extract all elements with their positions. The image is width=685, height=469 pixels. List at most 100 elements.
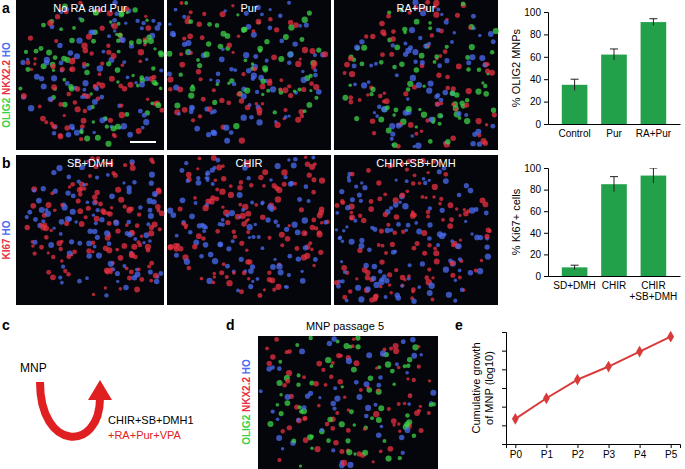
cell bbox=[316, 361, 322, 367]
cell bbox=[366, 93, 369, 96]
cell bbox=[348, 95, 353, 100]
cell bbox=[397, 366, 401, 370]
cell bbox=[52, 131, 56, 135]
cell bbox=[341, 460, 347, 466]
cell bbox=[272, 183, 277, 188]
cell bbox=[481, 81, 484, 84]
cell bbox=[485, 253, 491, 259]
cell bbox=[434, 54, 439, 59]
plot-area bbox=[512, 331, 674, 425]
cell bbox=[198, 114, 202, 118]
cell bbox=[170, 31, 176, 37]
cell bbox=[445, 139, 450, 144]
cell bbox=[478, 235, 483, 240]
cell bbox=[271, 54, 277, 60]
cell bbox=[46, 50, 52, 56]
cell bbox=[252, 67, 257, 72]
cell bbox=[178, 206, 183, 211]
cell bbox=[282, 87, 288, 93]
cell bbox=[383, 439, 387, 443]
cell bbox=[194, 201, 198, 205]
cell bbox=[336, 353, 341, 358]
tick-label: CHIR+SB+DMH bbox=[630, 280, 678, 302]
cell bbox=[196, 180, 202, 186]
cell bbox=[108, 267, 113, 272]
cell bbox=[142, 241, 145, 244]
cell bbox=[367, 80, 371, 84]
micrograph bbox=[258, 335, 438, 469]
tick-label: 0 bbox=[535, 271, 541, 282]
cell bbox=[129, 253, 134, 258]
cell bbox=[398, 200, 402, 204]
cell bbox=[361, 218, 367, 224]
cell bbox=[200, 223, 204, 227]
cell bbox=[397, 402, 401, 406]
cell bbox=[285, 379, 290, 384]
cell bbox=[212, 272, 216, 276]
tick: 0 bbox=[535, 271, 548, 282]
cell bbox=[97, 65, 103, 71]
cell bbox=[186, 172, 192, 178]
cell bbox=[436, 28, 441, 33]
cell bbox=[347, 179, 351, 183]
cell bbox=[475, 88, 481, 94]
cell bbox=[273, 220, 278, 225]
cell bbox=[369, 199, 374, 204]
cell bbox=[406, 87, 411, 92]
cell bbox=[87, 229, 92, 234]
cell bbox=[130, 162, 134, 166]
cell bbox=[285, 394, 291, 400]
cell bbox=[141, 126, 145, 130]
cell bbox=[201, 97, 206, 102]
cell bbox=[345, 438, 350, 443]
cell bbox=[404, 422, 410, 428]
cell bbox=[458, 276, 462, 280]
cell bbox=[350, 211, 354, 215]
cell bbox=[27, 210, 32, 215]
cell bbox=[281, 429, 285, 433]
tick: 40 bbox=[530, 74, 548, 85]
cell bbox=[233, 235, 237, 239]
cell bbox=[220, 11, 226, 17]
tick-label: 80 bbox=[530, 184, 542, 195]
cell bbox=[187, 33, 193, 39]
cell bbox=[385, 105, 390, 110]
cell bbox=[168, 244, 173, 249]
cell bbox=[438, 122, 442, 126]
cell bbox=[107, 221, 112, 226]
cell bbox=[272, 288, 276, 292]
tick-label: 40 bbox=[530, 228, 542, 239]
cell bbox=[108, 261, 114, 267]
cell bbox=[293, 90, 297, 94]
cell bbox=[418, 182, 421, 185]
cell bbox=[403, 402, 407, 406]
cell bbox=[363, 263, 368, 268]
cell bbox=[465, 98, 469, 102]
x-axis bbox=[549, 276, 681, 277]
cell bbox=[92, 213, 95, 216]
cell bbox=[344, 62, 350, 68]
cell bbox=[288, 224, 291, 227]
cell bbox=[414, 410, 420, 416]
cell bbox=[182, 42, 187, 47]
cell bbox=[492, 112, 497, 117]
cell bbox=[116, 80, 119, 83]
cell bbox=[362, 450, 368, 456]
cell bbox=[394, 268, 398, 272]
cell bbox=[231, 4, 234, 7]
axis-line bbox=[544, 169, 549, 277]
tick: 0 bbox=[535, 119, 548, 130]
cell bbox=[358, 296, 364, 302]
cell bbox=[308, 74, 312, 78]
cell bbox=[113, 220, 119, 226]
cell bbox=[392, 65, 397, 70]
cell bbox=[167, 72, 172, 77]
cell bbox=[351, 367, 357, 373]
cell bbox=[115, 187, 121, 193]
cell bbox=[182, 15, 186, 19]
cell bbox=[98, 72, 102, 76]
cell bbox=[288, 114, 291, 117]
cell bbox=[92, 120, 95, 123]
cell bbox=[302, 416, 307, 421]
cell bbox=[393, 107, 398, 112]
